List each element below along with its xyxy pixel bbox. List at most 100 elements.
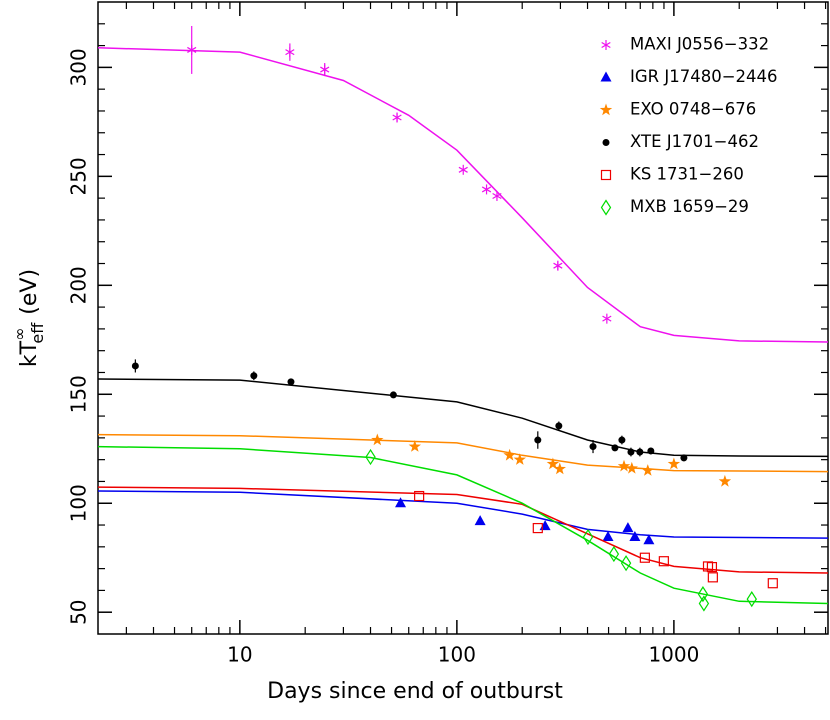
marker-part [602,139,610,146]
marker [647,447,655,455]
marker-part [643,534,655,545]
marker-part [395,497,407,508]
marker-part [618,436,626,444]
marker-part [600,199,612,216]
marker [414,490,425,502]
marker [746,591,757,608]
marker [620,555,632,572]
marker [503,448,516,461]
marker [481,184,492,195]
y-tick-label: 50 [67,599,91,624]
marker [513,453,526,465]
marker-part [555,422,563,430]
marker-part [599,103,613,116]
marker [602,531,614,542]
x-tick-label: 10 [227,643,252,667]
marker [532,522,543,534]
marker-part [627,448,635,456]
marker-part [647,447,655,455]
marker-part [371,433,384,446]
marker [371,433,384,446]
y-label-main: kT [17,340,42,367]
marker [392,112,402,123]
marker [608,545,620,563]
marker [539,520,551,531]
y-tick-label: 200 [67,266,91,304]
marker-part [408,440,421,452]
marker [641,464,654,476]
y-tick-label: 300 [67,48,91,86]
marker-part [392,114,402,121]
legend-marker [600,169,612,181]
marker [618,436,626,444]
marker-part [389,391,397,399]
fit-curve [97,433,829,473]
marker-part [718,474,732,487]
marker-part [706,561,718,573]
marker-part [534,436,542,444]
marker-part [622,522,634,533]
marker-part [546,457,560,470]
legend-label: KS 1731−260 [630,165,744,184]
marker-part [639,552,650,563]
marker [627,448,635,456]
marker-part [617,459,631,472]
x-axis-label: Days since end of outburst [267,679,563,704]
marker [458,164,468,175]
marker-part [553,462,566,475]
legend-marker [601,40,611,50]
marker-part [608,545,620,563]
marker [589,443,597,451]
marker-part [611,444,619,452]
marker-part [320,66,330,73]
marker-part [503,448,516,461]
marker-part [458,166,468,173]
marker [697,586,709,603]
marker-part [474,515,486,526]
marker [492,190,502,201]
y-label-sub: eff [28,322,47,344]
marker [474,515,486,526]
legend-marker [599,103,613,116]
marker [706,561,718,573]
marker-part [285,49,295,56]
y-tick-label: 150 [67,375,91,413]
marker [582,528,594,546]
marker-part [629,531,641,542]
marker [698,595,710,612]
marker [553,260,563,271]
marker [625,461,638,474]
marker-part [600,71,612,82]
marker [622,522,634,533]
legend-marker [600,199,612,216]
marker [629,531,641,542]
legend-label: MXB 1659−29 [630,197,749,216]
marker-part [620,555,632,572]
marker-part [365,448,376,466]
legend-label: XTE J1701−462 [630,132,759,151]
x-tick-label: 100 [438,643,476,667]
marker [718,474,732,487]
marker [187,44,197,55]
marker [617,459,631,472]
marker [680,454,688,462]
fit-curve [97,490,829,539]
marker-part [667,457,681,470]
marker [250,372,258,380]
y-axis-label: kT∞eff (eV) [10,269,47,367]
marker [553,462,566,475]
marker-part [636,448,644,456]
marker [287,378,295,386]
marker-part [698,595,710,612]
marker [408,440,421,452]
legend-label: EXO 0748−676 [630,100,756,119]
marker-part [250,372,258,380]
marker [707,572,718,583]
marker-part [602,315,612,322]
marker [658,556,669,567]
legend-label: MAXI J0556−332 [630,35,769,54]
y-label-unit: (eV) [17,269,42,315]
marker [667,457,681,470]
marker [285,47,295,58]
marker-part [539,520,551,531]
